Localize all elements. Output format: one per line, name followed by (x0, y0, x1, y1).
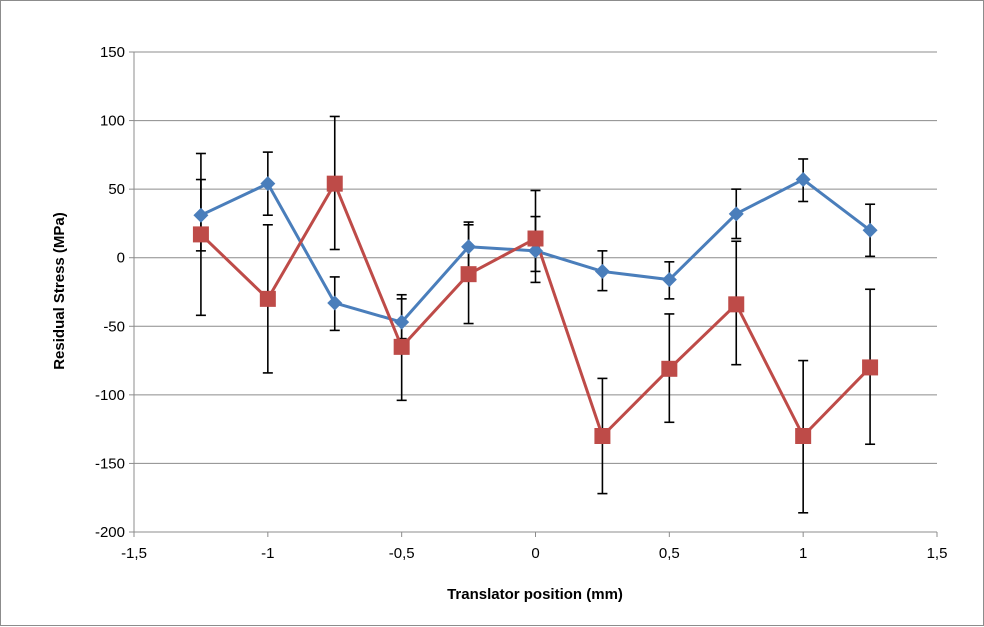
series-1-point (728, 206, 744, 222)
x-axis-title: Translator position (mm) (447, 586, 623, 603)
y-tick-label: 50 (108, 181, 125, 198)
series-2-point (594, 428, 611, 444)
y-tick-label: 150 (100, 44, 125, 61)
x-tick-labels: -1,5 -1 -0,5 0 0,5 1 1,5 (121, 545, 947, 562)
series-1-point (394, 314, 410, 330)
x-tick-label: -1 (261, 545, 274, 562)
axes (129, 51, 938, 537)
x-tick-label: -1,5 (121, 545, 147, 562)
series-2-point (326, 175, 343, 192)
series-1-point (862, 222, 878, 238)
x-tick-label: 1,5 (927, 545, 948, 562)
series-1-point (795, 172, 811, 188)
x-tick-label: 0 (531, 545, 539, 562)
series-2-point (460, 266, 477, 283)
y-tick-label: -50 (103, 318, 125, 335)
y-tick-label: 100 (100, 113, 125, 130)
y-axis-title: Residual Stress (MPa) (51, 212, 68, 370)
y-tick-labels: -200 -150 -100 -50 0 50 100 150 (95, 44, 125, 541)
series-1-point (461, 239, 477, 255)
series-2-point (527, 230, 544, 247)
series-1-point (260, 176, 276, 192)
x-tick-label: 0,5 (659, 545, 680, 562)
series-2-point (192, 226, 209, 243)
error-bars (195, 115, 876, 514)
series-1-point (327, 295, 343, 311)
series-2-point (795, 428, 812, 444)
x-tick-label: 1 (799, 545, 807, 562)
x-tick-label: -0,5 (389, 545, 415, 562)
y-tick-label: 0 (117, 250, 125, 267)
y-tick-label: -100 (95, 387, 125, 404)
series-2-point (862, 359, 879, 376)
series-2-point (393, 338, 410, 355)
y-tick-label: -200 (95, 524, 125, 541)
series-2-point (661, 360, 678, 377)
y-tick-label: -150 (95, 455, 125, 472)
series-markers (192, 172, 879, 444)
series-2-point (728, 296, 745, 313)
series-1-point (193, 207, 209, 223)
series-2-point (259, 290, 276, 307)
series-1-point (661, 272, 677, 288)
series-1-point (594, 263, 610, 279)
series-1-point (528, 243, 543, 259)
